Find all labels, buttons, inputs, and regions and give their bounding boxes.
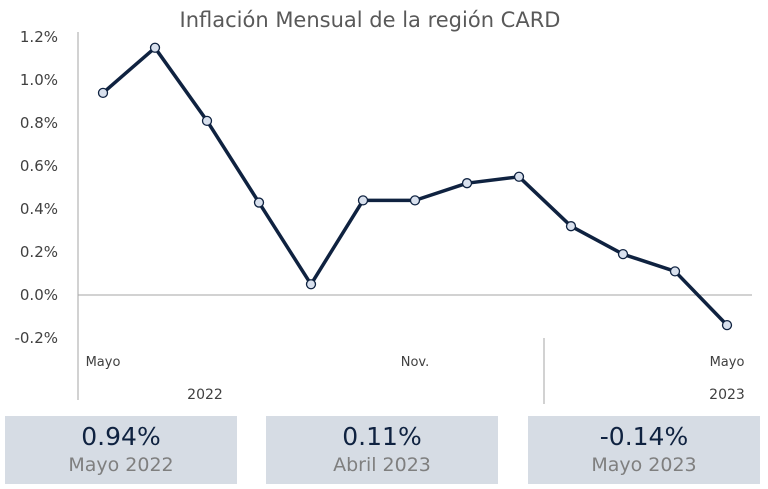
data-point	[357, 195, 369, 206]
stat-label: Mayo 2023	[591, 454, 697, 476]
y-tick-label: 0.6%	[20, 157, 58, 175]
x-tick-label: Mayo	[710, 355, 745, 370]
y-tick-label: 0.2%	[20, 243, 58, 261]
year-label: 2022	[187, 387, 223, 403]
data-point	[513, 171, 525, 182]
stat-label: Mayo 2022	[68, 454, 174, 476]
y-tick-label: 0.4%	[20, 200, 58, 218]
y-tick-label: 1.2%	[20, 28, 58, 46]
data-point	[565, 221, 577, 232]
data-point	[305, 279, 317, 290]
stat-box-may-2022: 0.94% Mayo 2022	[5, 416, 237, 484]
data-point	[97, 87, 109, 99]
stat-label: Abril 2023	[333, 454, 431, 476]
x-axis-ticks: Mayo Nov. Mayo	[86, 355, 745, 370]
stat-box-apr-2023: 0.11% Abril 2023	[266, 416, 498, 484]
series-line	[101, 46, 729, 327]
year-label: 2023	[709, 387, 745, 403]
stat-box-may-2023: -0.14% Mayo 2023	[528, 416, 760, 484]
data-markers	[97, 42, 733, 331]
data-point	[409, 195, 421, 206]
data-point	[461, 178, 473, 189]
data-point	[253, 197, 265, 208]
x-tick-label: Nov.	[401, 355, 430, 370]
y-axis-ticks: 1.2% 1.0% 0.8% 0.6% 0.4% 0.2% 0.0% -0.2%	[14, 28, 58, 347]
line-chart: Inflación Mensual de la región CARD 1.2%…	[14, 8, 752, 404]
chart-title: Inflación Mensual de la región CARD	[180, 8, 561, 32]
stat-value: 0.11%	[342, 422, 422, 451]
y-tick-label: 0.8%	[20, 114, 58, 132]
y-tick-label: 1.0%	[20, 71, 58, 89]
y-tick-label: 0.0%	[20, 286, 58, 304]
data-point	[617, 248, 629, 260]
y-tick-label: -0.2%	[14, 329, 58, 347]
data-point	[669, 266, 681, 277]
stat-value: -0.14%	[599, 422, 689, 451]
x-tick-label: Mayo	[86, 355, 121, 370]
data-point	[149, 42, 161, 53]
data-point	[201, 115, 213, 126]
stat-value: 0.94%	[81, 422, 161, 451]
data-point	[721, 319, 733, 331]
year-labels: 2022 2023	[187, 387, 745, 403]
